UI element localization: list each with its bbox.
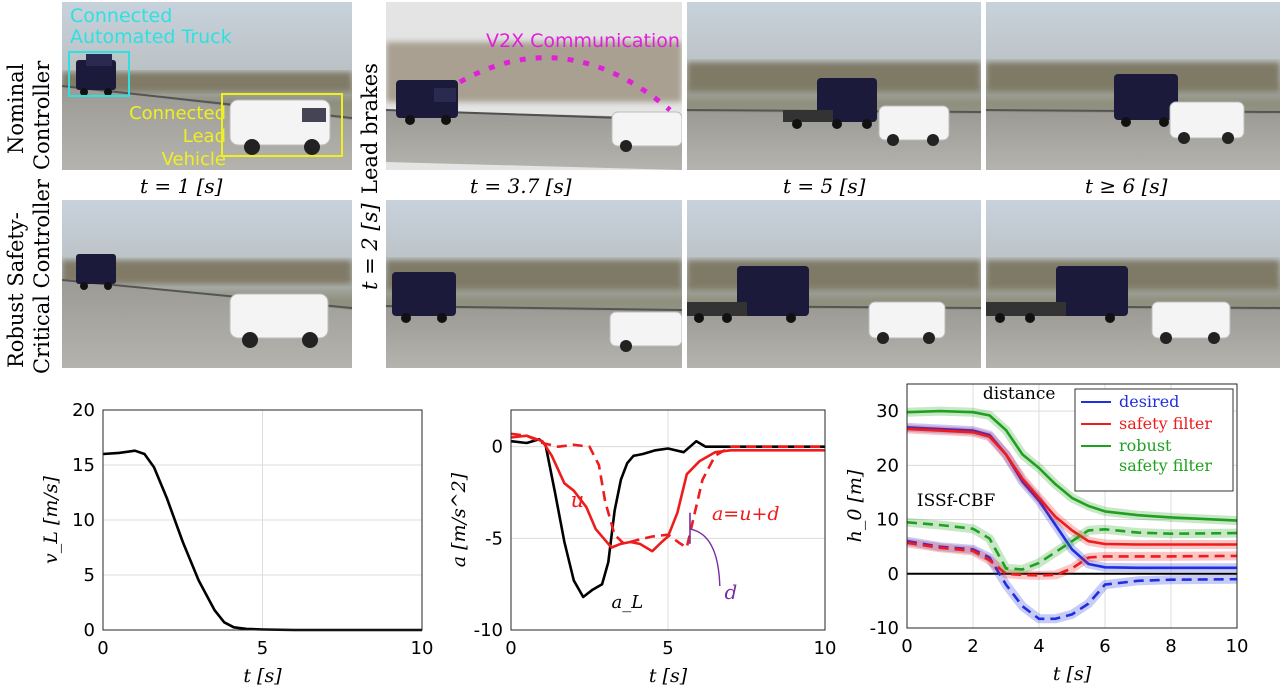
photo-robust-t37 (386, 200, 682, 368)
x-tick-label: 6 (1099, 636, 1110, 657)
axes-frame (906, 383, 1238, 629)
photo-nominal-t1: Connected Automated Truck Connected Lead… (62, 2, 352, 170)
series-line-0 (510, 437, 825, 599)
axes-frame (510, 409, 826, 631)
photo-robust-t5 (687, 200, 981, 368)
series-line-0 (906, 426, 1237, 570)
caption-t5-text: t = 5 [s] (783, 174, 866, 198)
photo-robust-t6 (986, 200, 1280, 368)
v2x-label: V2X Communication (486, 30, 680, 52)
caption-t6: t ≥ 6 [s] (1085, 174, 1167, 198)
annotation-d: d (725, 580, 738, 604)
series-line-5 (906, 521, 1238, 571)
y-tick-label: 30 (876, 401, 899, 422)
y-tick-label: -10 (870, 618, 899, 639)
y-axis-label: h_0 [m] (844, 469, 866, 542)
y-tick-label: 5 (84, 565, 95, 586)
legend-box (1074, 388, 1234, 492)
caption-t6-text: t ≥ 6 [s] (1085, 174, 1168, 198)
series-line-2 (906, 409, 1238, 522)
annotation-u: u (571, 488, 585, 512)
lead-label-line1: Connected (129, 103, 226, 124)
velocity-chart: 0 5 10 0 5 10 15 20 t [s] v_L [m/s] (40, 400, 433, 687)
caption-t37-text: t = 3.7 [s] (470, 174, 572, 198)
series-line-4 (906, 541, 1238, 577)
x-tick-label: 10 (411, 638, 434, 659)
photo-nominal-t37: V2X Communication (386, 2, 682, 170)
series-line-1 (906, 427, 1237, 546)
y-tick-label: 15 (72, 455, 95, 476)
lead-label-line3: Vehicle (161, 149, 226, 170)
caption-t1-text: t = 1 [s] (140, 174, 223, 198)
lead-label-line2: Lead (182, 126, 226, 147)
y-tick-label: 10 (72, 510, 95, 531)
photo-nominal-t6 (986, 2, 1280, 170)
y-tick-label: 20 (72, 400, 95, 421)
series-line-2 (510, 432, 825, 549)
y-tick-label: 10 (876, 510, 899, 531)
lead-vehicle-label: Connected Lead Vehicle (110, 102, 226, 170)
axes-frame (102, 409, 423, 631)
truck-label: Connected Automated Truck (70, 6, 270, 48)
caption-t37: t = 3.7 [s] (470, 174, 572, 198)
x-tick-label: 10 (814, 638, 837, 659)
x-axis-label: t [s] (243, 665, 282, 687)
y-axis-label: v_L [m/s] (40, 475, 62, 563)
x-tick-label: 0 (505, 638, 516, 659)
annotation-distance: distance (983, 384, 1056, 404)
x-tick-label: 0 (97, 638, 108, 659)
y-tick-label: -10 (474, 620, 503, 641)
truck-label-text: Connected Automated Truck (70, 5, 232, 48)
x-tick-label: 10 (1226, 636, 1249, 657)
legend-label: desired (1119, 392, 1179, 411)
y-tick-label: 0 (888, 564, 899, 585)
y-axis-label: a [m/s^2] (448, 472, 470, 567)
y-tick-label: 20 (876, 455, 899, 476)
legend: desired safety filter robust safety filter (1074, 388, 1234, 492)
legend-label: robust safety filter (1119, 436, 1212, 475)
caption-t1: t = 1 [s] (140, 174, 222, 198)
x-axis-label: t [s] (649, 665, 688, 687)
series-line-3 (906, 539, 1238, 621)
d-pointer (690, 528, 721, 587)
x-tick-label: 4 (1033, 636, 1044, 657)
series-line-1 (510, 434, 825, 553)
x-tick-label: 0 (901, 636, 912, 657)
legend-label: safety filter (1119, 414, 1212, 433)
annotation-aL: a_L (611, 592, 643, 613)
x-axis-label: t [s] (1053, 663, 1092, 685)
acceleration-chart: 0 5 10 -10 -5 0 t [s] a [m/s^2] u a=u+d d a_L (448, 409, 837, 687)
photo-robust-t2 (62, 200, 352, 368)
photo-nominal-t5 (687, 2, 981, 170)
y-tick-label: 0 (84, 620, 95, 641)
x-tick-label: 8 (1165, 636, 1176, 657)
annotation-issf-cbf: ISSf-CBF (917, 491, 996, 511)
x-tick-label: 5 (257, 638, 268, 659)
x-tick-label: 2 (967, 636, 978, 657)
annotation-a: a=u+d (712, 503, 780, 525)
v2x-label-text: V2X Communication (486, 30, 680, 52)
y-tick-label: 0 (492, 437, 503, 458)
caption-t5: t = 5 [s] (783, 174, 865, 198)
x-tick-label: 5 (662, 638, 673, 659)
y-tick-label: -5 (485, 528, 503, 549)
